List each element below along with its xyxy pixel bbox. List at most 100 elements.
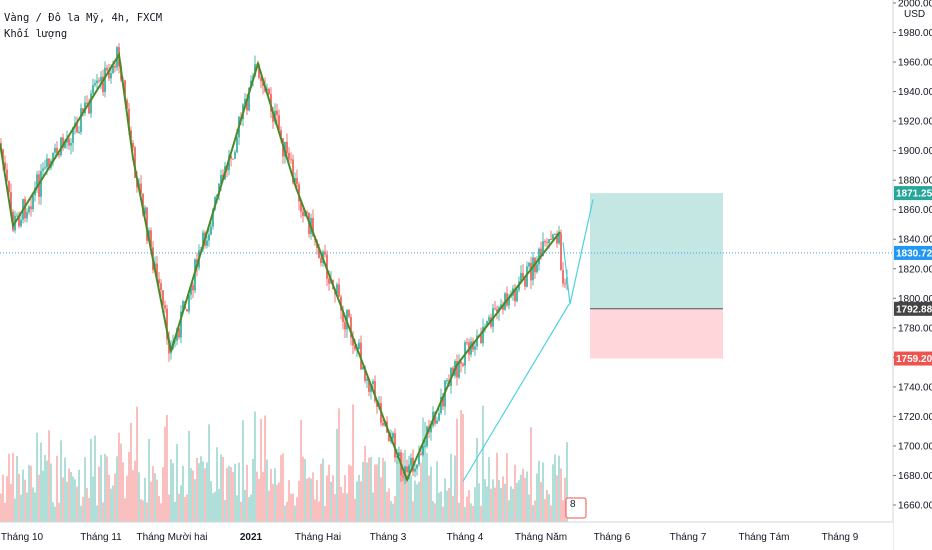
volume-bar [392,503,394,522]
candle-body [36,174,38,188]
candle-body [186,309,188,312]
projection-path [562,199,594,305]
volume-bar [512,488,514,522]
volume-bar [222,456,224,522]
candle-body [108,70,110,79]
volume-bar [184,496,186,522]
candle-body [424,446,426,448]
volume-indicator-label[interactable]: Khối lượng [4,28,68,40]
time-axis[interactable]: Tháng 10 Tháng 11 Tháng Mười hai 2021 Tháng … [0,521,893,550]
volume-bar [562,500,564,522]
candle-body [246,98,248,111]
volume-bar [480,505,482,522]
volume-bar [292,493,294,522]
volume-bar [68,468,70,522]
price-label-text: 1871.25 [896,189,932,200]
volume-bar [226,467,228,522]
candle-body [26,212,28,219]
volume-bar [510,486,512,522]
candle-body [18,215,20,227]
volume-bar [6,476,8,522]
candle-body [486,321,488,327]
volume-bar [2,474,4,522]
volume-bar [430,466,432,522]
volume-bar [416,484,418,522]
position-zones[interactable] [590,193,723,359]
volume-bar [506,453,508,522]
candle-body [422,446,424,455]
candle-body [300,201,302,212]
candle-body [54,147,56,153]
volume-bar [70,472,72,522]
volume-bar [188,430,190,522]
volume-bar [48,430,50,522]
candle-body [398,452,400,456]
candle-body [538,248,540,265]
volume-bar [494,487,496,522]
candle-body [354,345,356,350]
volume-bar [462,414,464,522]
candle-body [70,143,72,146]
volume-bar [210,481,212,522]
volume-bar [530,427,532,522]
volume-bar [144,477,146,522]
candle-body [376,401,378,407]
volume-bar [496,452,498,522]
candle-body [522,273,524,279]
volume-bar [164,426,166,522]
volume-bar [194,479,196,522]
volume-bar [290,493,292,522]
price-label-box [894,245,932,260]
candle-body [540,248,542,257]
candle-body [494,308,496,310]
volume-bar [412,501,414,522]
volume-bar [150,481,152,522]
currency-label: USD [904,9,925,20]
candle-body [406,466,408,473]
volume-bar [326,475,328,522]
candle-body [202,232,204,250]
candle-body [162,290,164,306]
candle-body [294,177,296,183]
volume-bar [478,483,480,522]
volume-bar [516,482,518,522]
price-tick-label: 1980.00 [898,28,932,39]
candle-body [392,433,394,439]
price-label-text: 1759.20 [896,354,932,365]
symbol-title[interactable]: Vàng / Đô la Mỹ, 4h, FXCM [4,12,163,24]
candle-body [126,100,128,109]
time-tick-label: Tháng Tám [739,532,790,543]
candle-body [306,211,308,213]
candle-body [210,226,212,235]
candle-body [508,296,510,306]
candle-body [536,264,538,273]
volume-bar [232,471,234,522]
volume-bar [202,461,204,522]
price-label-1759-20: 1759.20 [894,351,932,366]
volume-bar [124,498,126,522]
candle-body [208,234,210,241]
volume-bar [246,465,248,522]
volume-bar [132,470,134,522]
volume-bar [264,415,266,522]
volume-bar [22,469,24,522]
candle-body [58,153,60,156]
volume-bar [38,474,40,522]
candle-body [24,199,26,219]
volume-bar [466,496,468,522]
volume-bar [236,495,238,522]
volume-bar [366,462,368,522]
volume-bar [404,449,406,522]
volume-bar [260,418,262,522]
volume-bar [14,498,16,522]
candle-body [436,420,438,424]
price-axis[interactable]: 1660.001680.001700.001720.001740.001760.… [892,0,932,550]
candle-body [302,211,304,216]
time-tick-label: Tháng 10 [1,532,44,543]
volume-bar [80,505,82,522]
drawings[interactable] [0,51,893,483]
candle-body [544,241,546,243]
volume-bar [92,476,94,522]
volume-bar [522,468,524,522]
